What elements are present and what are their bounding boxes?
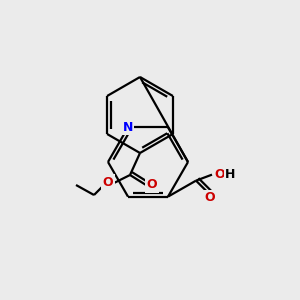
Text: O: O bbox=[147, 178, 157, 191]
Text: N: N bbox=[123, 121, 133, 134]
Text: O: O bbox=[103, 176, 113, 188]
Text: O: O bbox=[205, 191, 215, 204]
Text: H: H bbox=[225, 168, 235, 181]
Text: O: O bbox=[215, 168, 225, 181]
